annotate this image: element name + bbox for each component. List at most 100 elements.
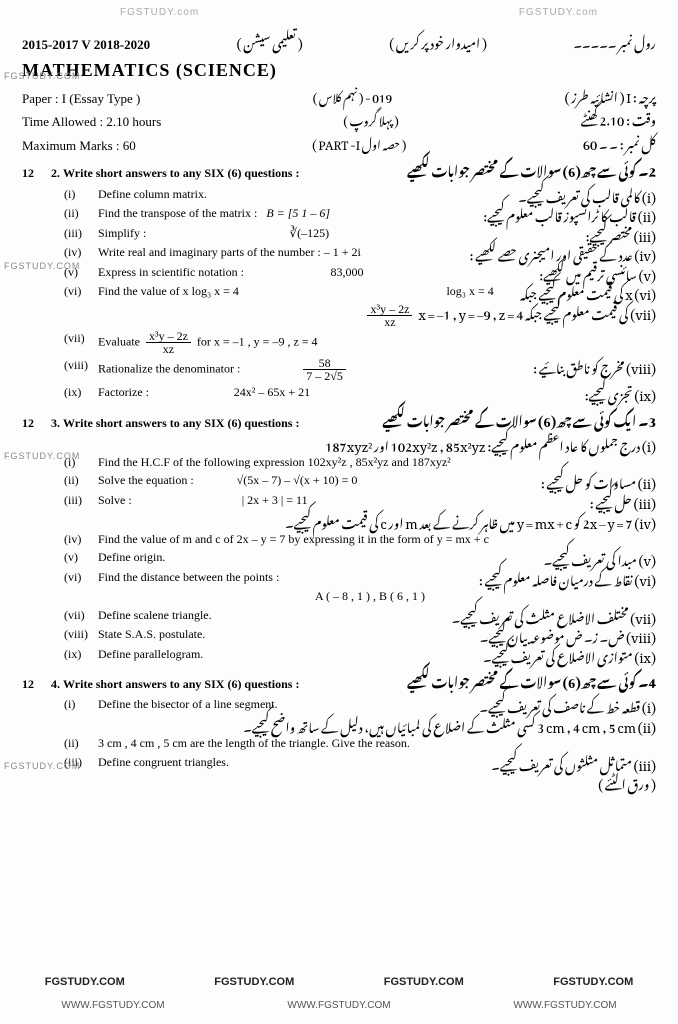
part-label: ( حصہ اول PART -I ) [312,135,406,151]
q2-vii-ur: (vii) کی قیمت معلوم کیجیے جبکہ x = –1 , … [418,303,656,328]
q3-v-en: Define origin. [98,549,516,567]
q2-viii-frac-n: 58 [303,357,346,370]
q4-iii: (iii) Define congruent triangles. (iii) … [64,754,656,772]
q2-head-en: Write short answers to any SIX (6) quest… [63,166,299,180]
title-en: MATHEMATICS (SCIENCE) [22,58,656,82]
q2-vii-frac-d-ur: xz [367,316,412,328]
q4-head-ur: 4۔ کوئی سے چھ(6) سوالات کے مختصر جوابات … [407,671,656,689]
q3-ii: (ii) Solve the equation : √(5x – 7) – √(… [64,472,656,490]
q4-i-num: (i) [64,696,98,714]
footer-www-row: WWW.FGSTUDY.COM WWW.FGSTUDY.COM WWW.FGST… [0,999,678,1013]
q2-i-en: Define column matrix. [98,186,508,204]
q3-viii-num: (viii) [64,626,98,644]
q2-ix-math: 24x² – 65x + 21 [232,384,312,400]
q2-v-math: 83,000 [307,264,387,280]
q2-iii-math: ∛(–125) [269,225,349,241]
q2-ix: (ix) Factorize : 24x² – 65x + 21 (ix) تج… [64,384,656,402]
q3-vii-en: Define scalene triangle. [98,607,442,625]
q2-ii-math: B = [5 1 – 6] [266,206,330,220]
q3-iv-num: (iv) [64,531,98,547]
q2-iii-en: Simplify : [98,226,146,240]
q2-head-ur: 2۔ کوئی سے چھ(6) سوالات کے مختصر جوابات … [407,160,656,178]
footer-bold-4: FGSTUDY.COM [553,975,633,990]
meta-row-1: Paper : I (Essay Type ) 019 - ( نہم کلاس… [22,86,656,108]
q4-head-en: Write short answers to any SIX (6) quest… [63,677,299,691]
watermark-top-l: FGSTUDY.com [120,6,199,20]
watermark-side-2: FGSTUDY.COM [4,260,80,272]
q3-vi-en: Find the distance between the points : [98,569,469,587]
footer-www-3: WWW.FGSTUDY.COM [513,999,616,1013]
session-ur: ( تعلیمی سیشن ) [237,32,303,50]
q3-marks: 12 [22,415,48,431]
q4-ii-num: (ii) [64,735,98,751]
q3-vi-pts: A ( – 8 , 1 ) , B ( 6 , 1 ) [315,588,425,604]
q4-ii-ur: (ii) 3 cm , 4 cm , 5 cm کسی مثلث کے اضلا… [243,716,656,734]
q2-vii-frac-n: x³y – 2z [146,330,191,343]
paper-code: 019 - ( نہم کلاس ) [313,88,392,104]
q2-vi-en: Find the value of x log₃ x = 4 [98,283,430,301]
q2-ii: (ii) Find the transpose of the matrix : … [64,205,656,223]
q4-iii-en: Define congruent triangles. [98,754,481,772]
q2-vii-frac-d: xz [146,343,191,355]
marks-ur: کل نمبر : ۔ ۔ 60 [583,133,656,151]
watermark-side-4: FGSTUDY.COM [4,760,80,772]
q2-ix-en: Factorize : [98,385,149,399]
q3-ix-ur: (ix) متوازی الاضلاع کی تعریف کیجیے۔ [473,646,656,664]
q3-ix-num: (ix) [64,646,98,664]
footer-bold-2: FGSTUDY.COM [214,975,294,990]
q3-i-ur: (i) درج جملوں کا عاد اعظم معلوم کیجیے: 1… [325,435,656,453]
q2-vii-for: for x = –1 , y = –9 , z = 4 [197,334,318,348]
q4-marks: 12 [22,676,48,692]
q3-viii-en: State S.A.S. postulate. [98,626,470,644]
paper-en: Paper : I (Essay Type ) [22,90,140,108]
candidate-ur: ( امیدوار خود پر کریں ) [389,32,487,50]
q3-iii-num: (iii) [64,492,98,510]
q3-ix: (ix) Define parallelogram. (ix) متوازی ا… [64,646,656,664]
q3-v-num: (v) [64,549,98,567]
q2-iii-num: (iii) [64,225,98,243]
q2-v-en: Express in scientific notation : [98,265,244,279]
watermark-top-r: FGSTUDY.com [519,6,598,20]
q2-vii-en: Evaluate [98,334,140,348]
q2-ii-num: (ii) [64,205,98,223]
q3-ii-en: Solve the equation : [98,473,194,487]
q3-num: 3. [51,416,60,430]
q2-vii-frac-n-ur: x³y – 2z [367,303,412,316]
footer-bold-3: FGSTUDY.COM [384,975,464,990]
q2-ii-en: Find the transpose of the matrix : [98,206,257,220]
q2-vi-num: (vi) [64,283,98,301]
watermark-side-1: FGSTUDY.COM [4,70,80,82]
q3-ix-en: Define parallelogram. [98,646,473,664]
q3-vi-ur: (vi) نقاط کے درمیان فاصلہ معلوم کیجیے : [469,569,656,587]
q3-vii-num: (vii) [64,607,98,625]
q2-marks: 12 [22,165,48,181]
time-en: Time Allowed : 2.10 hours [22,113,161,131]
q3-i-ur-line: (i) درج جملوں کا عاد اعظم معلوم کیجیے: 1… [64,435,656,453]
q3-ii-num: (ii) [64,472,98,490]
q2-ix-ur: (ix) تجزی کیجیے: [516,384,656,402]
footer-www-2: WWW.FGSTUDY.COM [287,999,390,1013]
q2-viii-num: (viii) [64,357,98,382]
header-session-row: 2015-2017 V 2018-2020 ( تعلیمی سیشن ) ( … [22,32,656,54]
q3-ii-math: √(5x – 7) – √(x + 10) = 0 [237,472,358,488]
q3-iv-ur: (iv) 2x – y = 7 کو y = mx + c میں ظاہر ک… [285,512,656,530]
q3-vi: (vi) Find the distance between the point… [64,569,656,587]
q3-head-ur: 3۔ ایک کوئی سے چھ(6) سوالات کے مختصر جوا… [382,410,656,428]
q4-num: 4. [51,677,60,691]
footer-www-1: WWW.FGSTUDY.COM [61,999,164,1013]
group-ur: ( پہلا گروپ ) [343,111,398,127]
q4-ii-ur-line: (ii) 3 cm , 4 cm , 5 cm کسی مثلث کے اضلا… [64,716,656,734]
q3-iii-en: Solve : [98,493,132,507]
q2-i-num: (i) [64,186,98,204]
q2-viii-en: Rationalize the denominator : [98,361,240,375]
q2-vii-num: (vii) [64,330,98,355]
q2-ix-num: (ix) [64,384,98,402]
q3-head-en: Write short answers to any SIX (6) quest… [63,416,299,430]
watermark-side-3: FGSTUDY.COM [4,450,80,462]
q4-turn-ur: ( ورق الٹئے ) [598,773,656,791]
q3-vi-num: (vi) [64,569,98,587]
marks-en: Maximum Marks : 60 [22,137,136,155]
session-years: 2015-2017 V 2018-2020 [22,36,150,54]
q2-num: 2. [51,166,60,180]
q3-iv-ur-line: (iv) 2x – y = 7 کو y = mx + c میں ظاہر ک… [64,512,656,530]
